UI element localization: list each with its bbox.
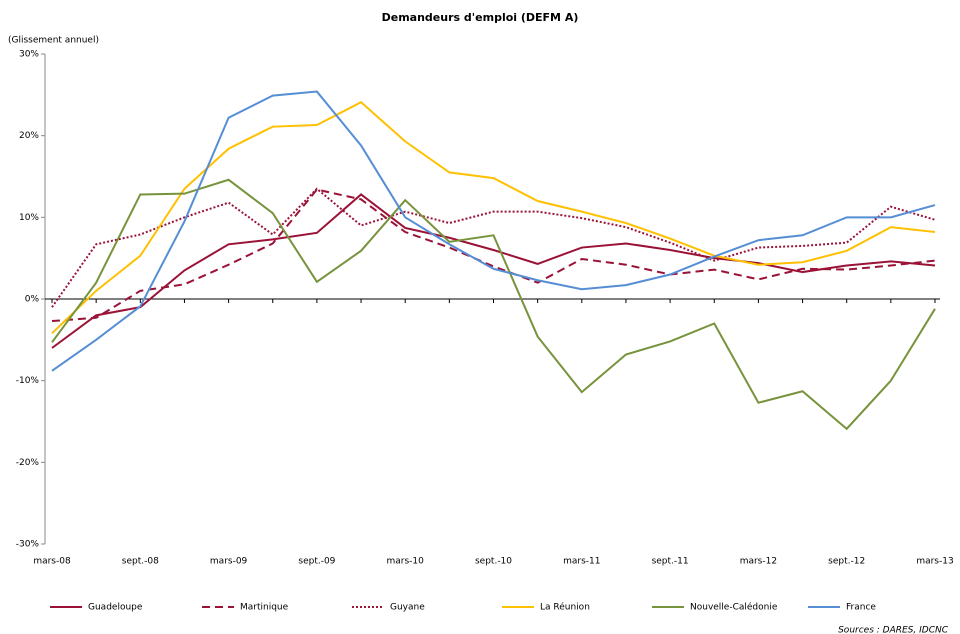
legend-label: France	[846, 603, 876, 613]
series-line	[51, 187, 936, 308]
y-tick-label: 20%	[19, 131, 39, 141]
y-tick-label: 30%	[19, 50, 39, 60]
legend-label: Guyane	[390, 603, 425, 613]
chart-title: Demandeurs d'emploi (DEFM A)	[382, 11, 579, 24]
x-tick-label: mars-11	[563, 557, 600, 567]
x-tick-label: mars-12	[740, 557, 777, 567]
x-tick-label: sept.-08	[122, 557, 159, 567]
y-tick-label: 10%	[19, 213, 39, 223]
source: Sources : DARES, IDCNC	[838, 626, 949, 634]
x-tick-label: sept.-11	[652, 557, 689, 567]
legend-label: Martinique	[240, 603, 289, 613]
series-line	[51, 100, 936, 335]
series-line	[51, 188, 936, 323]
legend-label: Guadeloupe	[88, 603, 143, 613]
x-tick-label: mars-09	[210, 557, 248, 567]
y-axis-label: (Glissement annuel)	[8, 36, 99, 46]
x-tick-label: mars-08	[33, 557, 71, 567]
legend-label: La Réunion	[540, 602, 590, 613]
y-tick-label: -20%	[16, 458, 40, 468]
series-line	[51, 90, 936, 372]
y-tick-label: 0%	[25, 295, 40, 305]
y-tick-label: -10%	[16, 376, 40, 386]
x-tick-label: mars-13	[916, 557, 953, 567]
x-tick-label: sept.-12	[828, 557, 865, 567]
x-tick-label: sept.-09	[298, 557, 335, 567]
series-line	[51, 193, 936, 349]
y-tick-label: -30%	[16, 540, 40, 550]
x-tick-label: sept.-10	[475, 557, 512, 567]
x-tick-label: mars-10	[387, 557, 425, 567]
legend-label: Nouvelle-Calédonie	[690, 602, 778, 613]
